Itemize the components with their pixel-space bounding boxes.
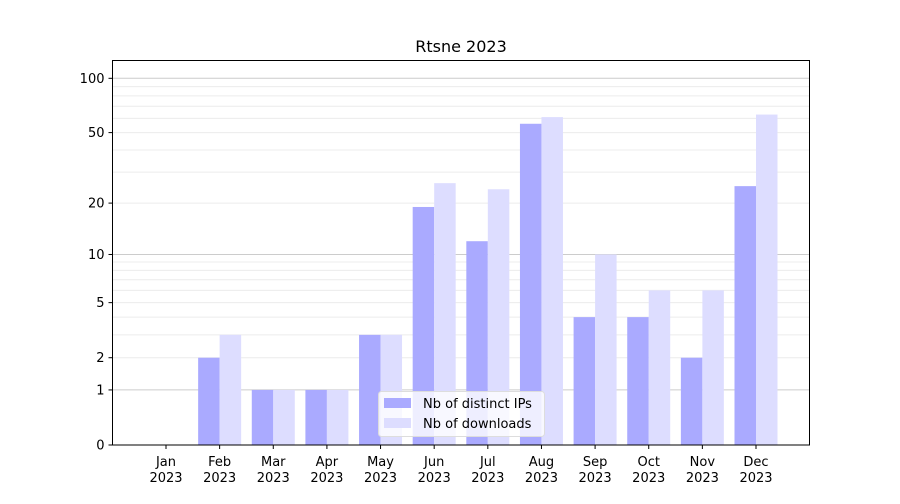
bar-distinct-ips: [305, 389, 327, 445]
x-axis: Jan 2023 Feb 2023 Mar 2023 Apr 2023 May 2023 Jun 20…: [149, 445, 773, 486]
x-tick-label: May 2023: [364, 455, 397, 486]
legend-swatch: [384, 418, 411, 428]
bar-distinct-ips: [198, 357, 220, 445]
bar-distinct-ips: [680, 357, 703, 445]
y-tick-label: 5: [96, 296, 104, 311]
x-tick-label: Nov 2023: [686, 455, 719, 486]
bar-downloads: [756, 114, 778, 445]
legend: Nb of distinct IPs Nb of downloads: [378, 391, 545, 437]
x-tick-label: Dec 2023: [739, 455, 772, 486]
bar-downloads: [595, 254, 617, 445]
x-tick-label: Aug 2023: [525, 455, 558, 486]
y-tick-label: 0: [96, 439, 104, 454]
y-tick-label: 100: [80, 72, 105, 87]
bar-distinct-ips: [251, 389, 274, 445]
x-tick-label: Oct 2023: [632, 455, 665, 486]
bar-downloads: [487, 189, 510, 445]
plot-frame: [112, 60, 810, 446]
bar-downloads: [219, 334, 242, 445]
y-axis: 0 1 2 5 10 20 50 100: [80, 72, 113, 454]
y-tick-label: 2: [96, 351, 104, 366]
bar-distinct-ips: [519, 123, 542, 445]
legend-label: Nb of downloads: [423, 417, 532, 432]
x-tick-label: Jan 2023: [149, 455, 182, 486]
y-tick-label: 20: [88, 197, 105, 212]
legend-label: Nb of distinct IPs: [423, 397, 532, 412]
bar-distinct-ips: [359, 334, 381, 445]
y-tick-label: 10: [88, 248, 105, 263]
y-tick-label: 1: [96, 383, 104, 398]
x-tick-label: Jul 2023: [471, 455, 504, 486]
bar-distinct-ips: [734, 186, 756, 446]
x-tick-label: Feb 2023: [203, 455, 236, 486]
bar-distinct-ips: [573, 317, 596, 445]
bar-downloads: [702, 290, 724, 445]
bar-downloads: [326, 389, 349, 445]
bar-downloads: [273, 389, 295, 445]
bar-distinct-ips: [627, 317, 649, 445]
bar-downloads: [434, 183, 456, 445]
x-tick-label: Sep 2023: [579, 455, 612, 486]
chart-title: Rtsne 2023: [415, 37, 507, 56]
bar-downloads: [648, 290, 671, 445]
x-tick-label: Apr 2023: [310, 455, 343, 486]
bar-distinct-ips: [412, 206, 435, 445]
legend-swatch: [384, 398, 411, 408]
x-tick-label: Mar 2023: [257, 455, 290, 486]
bar-downloads: [541, 117, 563, 445]
y-tick-label: 50: [88, 126, 105, 141]
x-tick-label: Jun 2023: [418, 455, 451, 486]
legend-box: [378, 391, 545, 437]
